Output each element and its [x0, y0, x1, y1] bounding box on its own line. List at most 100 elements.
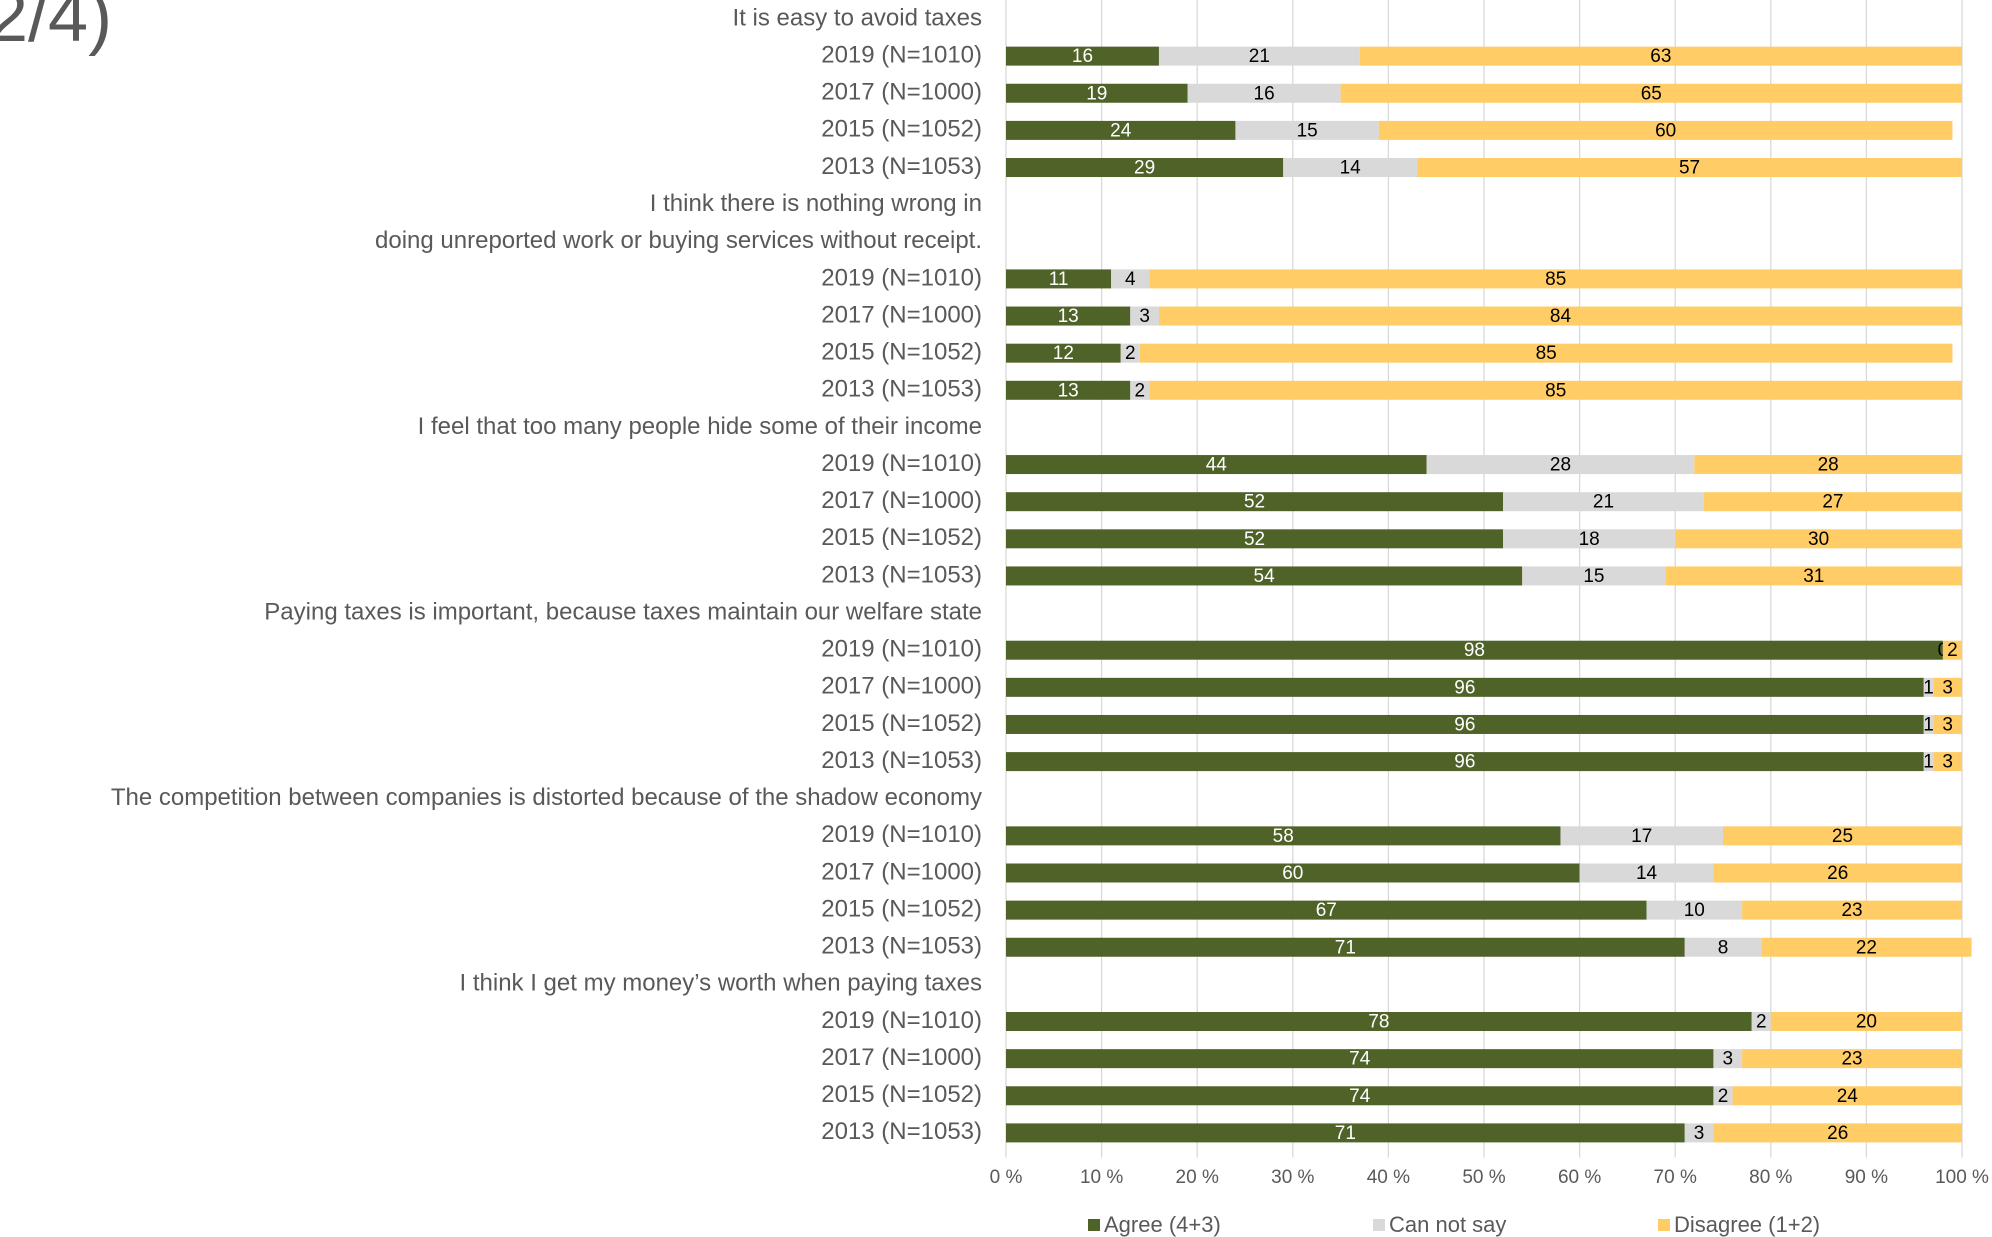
bar-segment [1713, 1123, 1962, 1143]
data-label: 2 [1125, 343, 1136, 364]
y-tick-label: 2019 (N=1010) [821, 636, 982, 663]
y-tick-label: 2013 (N=1053) [821, 561, 982, 588]
y-tick-label: 2019 (N=1010) [821, 821, 982, 848]
y-tick-label: The competition between companies is dis… [111, 784, 982, 811]
x-tick-label: 70 % [1654, 1167, 1697, 1188]
bar-segment [1006, 863, 1580, 883]
data-label: 23 [1841, 900, 1862, 921]
bar-segment [1006, 937, 1685, 957]
bar-segment [1933, 752, 1962, 772]
data-label: 71 [1335, 937, 1356, 958]
y-tick-label: 2019 (N=1010) [821, 1007, 982, 1034]
legend-swatch [1088, 1219, 1100, 1231]
bar-segment [1503, 492, 1704, 512]
data-label: 78 [1368, 1012, 1389, 1033]
data-label: 28 [1550, 455, 1571, 476]
bar-segment [1703, 492, 1962, 512]
data-label: 98 [1464, 640, 1485, 661]
bar-segment [1713, 1086, 1733, 1106]
y-tick-label: Paying taxes is important, because taxes… [264, 598, 982, 625]
bar-segment [1149, 269, 1962, 289]
data-label: 96 [1454, 677, 1475, 698]
bar-segment [1646, 900, 1743, 920]
y-tick-label: 2017 (N=1000) [821, 1044, 982, 1071]
data-label: 2 [1135, 380, 1146, 401]
y-tick-label: 2013 (N=1053) [821, 1118, 982, 1145]
data-label: 13 [1058, 380, 1079, 401]
bar-segment [1340, 83, 1962, 103]
bar-segment [1742, 900, 1962, 920]
data-label: 28 [1818, 455, 1839, 476]
y-tick-label: 2017 (N=1000) [821, 487, 982, 514]
y-tick-label: 2013 (N=1053) [821, 376, 982, 403]
data-label: 21 [1249, 46, 1270, 67]
chart-title: 2/4) [0, 0, 112, 57]
legend-swatch [1658, 1219, 1670, 1231]
y-tick-label: I think I get my money’s worth when payi… [460, 970, 982, 997]
bar-segment [1235, 120, 1379, 140]
bar-segment [1006, 529, 1504, 549]
bar-segment [1942, 640, 1962, 660]
data-label: 84 [1550, 306, 1572, 327]
data-label: 65 [1641, 83, 1662, 104]
data-label: 96 [1454, 714, 1475, 735]
bar-segment [1283, 158, 1418, 178]
data-label: 24 [1110, 120, 1132, 141]
data-label: 3 [1942, 677, 1953, 698]
bar-segment [1006, 900, 1647, 920]
data-label: 60 [1282, 863, 1303, 884]
data-label: 71 [1335, 1123, 1356, 1144]
y-tick-label: 2017 (N=1000) [821, 673, 982, 700]
y-tick-label: I think there is nothing wrong in [650, 190, 982, 217]
data-label: 4 [1125, 269, 1136, 290]
data-label: 57 [1679, 158, 1700, 179]
bar-segment [1684, 1123, 1714, 1143]
legend-label: Disagree (1+2) [1674, 1212, 1820, 1237]
bar-segment [1139, 343, 1953, 363]
bar-segment [1933, 677, 1962, 697]
bar-segment [1006, 120, 1236, 140]
bar-segment [1149, 380, 1962, 400]
y-tick-label: 2015 (N=1052) [821, 710, 982, 737]
legend-swatch [1373, 1219, 1385, 1231]
bar-segment [1006, 752, 1924, 772]
data-label: 3 [1942, 714, 1953, 735]
bar-segment [1560, 826, 1723, 846]
bar-segment [1742, 1049, 1962, 1069]
x-tick-label: 90 % [1845, 1167, 1888, 1188]
data-label: 58 [1273, 826, 1294, 847]
bar-segment [1006, 343, 1121, 363]
bar-segment [1359, 46, 1962, 66]
x-tick-label: 20 % [1176, 1167, 1219, 1188]
bar-segment [1006, 1049, 1714, 1069]
x-tick-label: 50 % [1462, 1167, 1505, 1188]
bar-segment [1579, 863, 1714, 883]
bar-segment [1006, 306, 1131, 326]
bar-segment [1158, 306, 1962, 326]
y-tick-label: 2015 (N=1052) [821, 116, 982, 143]
x-tick-label: 10 % [1080, 1167, 1123, 1188]
y-tick-label: 2015 (N=1052) [821, 524, 982, 551]
bar-segment [1130, 306, 1159, 326]
data-label: 13 [1058, 306, 1079, 327]
data-label: 24 [1837, 1086, 1859, 1107]
data-label: 85 [1545, 269, 1566, 290]
y-tick-label: 2015 (N=1052) [821, 339, 982, 366]
data-label: 14 [1340, 158, 1362, 179]
y-tick-label: 2017 (N=1000) [821, 301, 982, 328]
data-label: 96 [1454, 752, 1475, 773]
bar-segment [1006, 826, 1561, 846]
x-tick-label: 0 % [990, 1167, 1023, 1188]
y-tick-label: 2013 (N=1053) [821, 933, 982, 960]
bar-segment [1933, 714, 1962, 734]
data-label: 21 [1593, 492, 1614, 513]
data-label: 1 [1923, 677, 1934, 698]
y-tick-label: 2019 (N=1010) [821, 450, 982, 477]
data-label: 52 [1244, 492, 1265, 513]
data-label: 31 [1803, 566, 1824, 587]
y-tick-label: doing unreported work or buying services… [375, 227, 982, 254]
y-tick-label: 2019 (N=1010) [821, 41, 982, 68]
bar-segment [1158, 46, 1360, 66]
bar-segment [1694, 455, 1962, 475]
data-label: 27 [1822, 492, 1843, 513]
